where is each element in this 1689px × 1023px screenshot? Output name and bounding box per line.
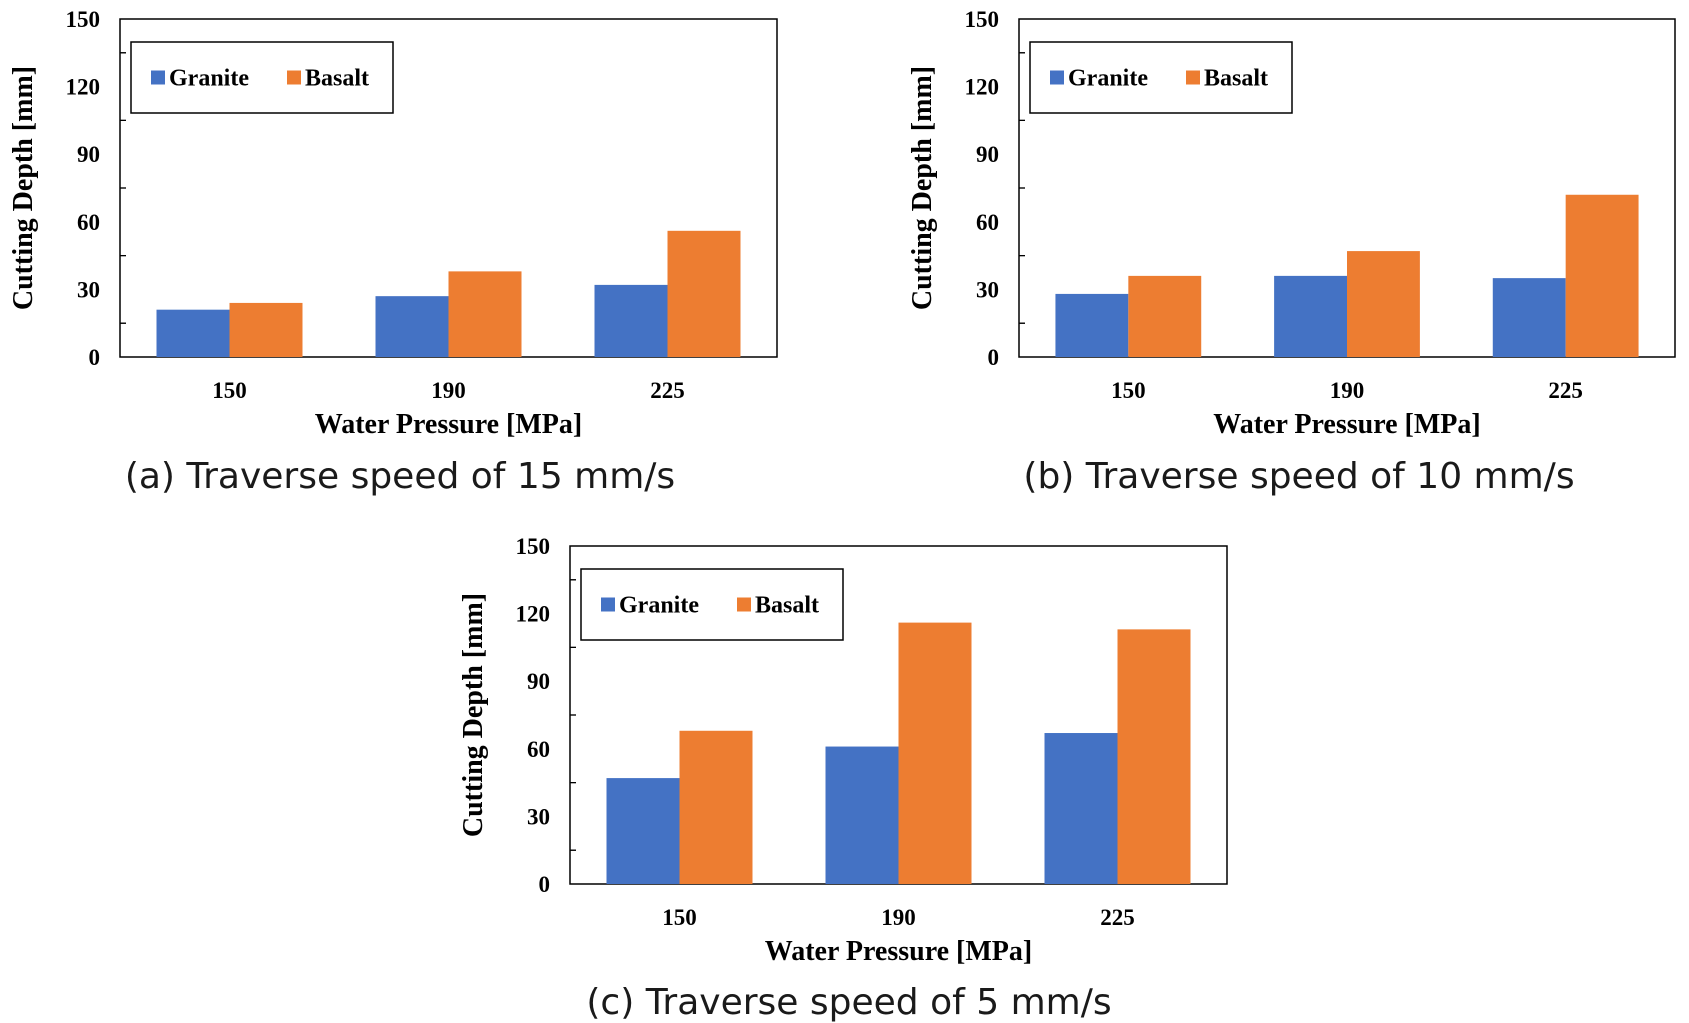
legend-label-granite: Granite xyxy=(619,593,699,619)
bar-basalt-150 xyxy=(1128,275,1202,357)
legend-label-basalt: Basalt xyxy=(755,593,819,619)
bar-basalt-190 xyxy=(448,271,522,357)
chart-panel-1: 0 30 60 90 120 150 150 190 225 Water Pressure [MP… xyxy=(907,7,1676,497)
panel-caption: (c) Traverse speed of 5 mm/s xyxy=(586,982,1111,1023)
bar-granite-190 xyxy=(375,296,449,357)
legend-label-basalt: Basalt xyxy=(1204,66,1268,92)
legend-box xyxy=(1029,41,1293,114)
bar-basalt-190 xyxy=(898,622,972,884)
bar-granite-190 xyxy=(1274,275,1347,357)
legend: Granite Basalt xyxy=(130,41,394,114)
y-tick-label: 150 xyxy=(66,7,101,32)
y-tick-label: 60 xyxy=(976,210,999,235)
y-axis-title: Cutting Depth [mm] xyxy=(907,66,938,310)
x-tick-label: 150 xyxy=(662,905,697,930)
legend-label-granite: Granite xyxy=(169,66,249,92)
chart-panel-2: 0 30 60 90 120 150 150 190 225 Water Pressure [MP… xyxy=(458,534,1228,1023)
bar-basalt-150 xyxy=(679,730,753,884)
legend: Granite Basalt xyxy=(580,568,844,641)
x-tick-label: 190 xyxy=(1330,378,1365,403)
chart-panel-0: 0 30 60 90 120 150 150 190 225 Water Pressure [MP… xyxy=(8,7,778,497)
y-tick-label: 60 xyxy=(527,737,550,762)
y-tick-label: 120 xyxy=(965,75,1000,100)
x-tick-label: 150 xyxy=(212,378,247,403)
x-axis-title: Water Pressure [MPa] xyxy=(765,936,1032,967)
bar-granite-225 xyxy=(1044,733,1118,884)
x-tick-label: 190 xyxy=(881,905,916,930)
bar-basalt-150 xyxy=(229,302,303,357)
bar-granite-150 xyxy=(1055,293,1129,357)
legend-label-granite: Granite xyxy=(1068,66,1148,92)
y-axis-title: Cutting Depth [mm] xyxy=(8,66,39,310)
bar-granite-150 xyxy=(156,309,230,357)
bar-basalt-225 xyxy=(1565,194,1639,357)
legend-swatch-granite xyxy=(1050,70,1064,85)
y-tick-label: 120 xyxy=(66,75,101,100)
legend-label-basalt: Basalt xyxy=(305,66,369,92)
y-tick-label: 30 xyxy=(527,804,550,829)
bar-basalt-225 xyxy=(667,230,741,357)
panel-caption: (a) Traverse speed of 15 mm/s xyxy=(125,456,675,497)
y-tick-label: 90 xyxy=(976,142,999,167)
y-tick-label: 30 xyxy=(976,277,999,302)
y-tick-label: 120 xyxy=(516,602,551,627)
bar-granite-190 xyxy=(825,746,899,884)
bar-basalt-225 xyxy=(1117,629,1191,884)
legend-box xyxy=(580,568,844,641)
y-tick-label: 150 xyxy=(516,534,551,559)
y-tick-label: 60 xyxy=(77,210,100,235)
legend-swatch-granite xyxy=(151,70,165,85)
legend-box xyxy=(130,41,394,114)
y-axis-title: Cutting Depth [mm] xyxy=(458,593,489,837)
legend-swatch-basalt xyxy=(287,70,301,85)
x-axis-title: Water Pressure [MPa] xyxy=(1213,409,1480,440)
x-axis-title: Water Pressure [MPa] xyxy=(315,409,582,440)
y-tick-label: 150 xyxy=(965,7,1000,32)
y-tick-label: 90 xyxy=(77,142,100,167)
legend-swatch-basalt xyxy=(737,597,751,612)
x-tick-label: 150 xyxy=(1111,378,1146,403)
x-tick-label: 190 xyxy=(431,378,466,403)
y-tick-label: 90 xyxy=(527,669,550,694)
bar-granite-225 xyxy=(1492,278,1566,357)
y-tick-label: 0 xyxy=(988,345,1000,370)
panel-caption: (b) Traverse speed of 10 mm/s xyxy=(1023,456,1574,497)
bar-granite-225 xyxy=(594,284,668,357)
legend: Granite Basalt xyxy=(1029,41,1293,114)
bar-granite-150 xyxy=(606,778,680,884)
bar-basalt-190 xyxy=(1347,251,1420,357)
y-tick-label: 0 xyxy=(539,872,551,897)
y-tick-label: 0 xyxy=(89,345,101,370)
x-tick-label: 225 xyxy=(650,378,685,403)
legend-swatch-basalt xyxy=(1186,70,1200,85)
x-tick-label: 225 xyxy=(1548,378,1583,403)
x-tick-label: 225 xyxy=(1100,905,1135,930)
legend-swatch-granite xyxy=(601,597,615,612)
y-tick-label: 30 xyxy=(77,277,100,302)
